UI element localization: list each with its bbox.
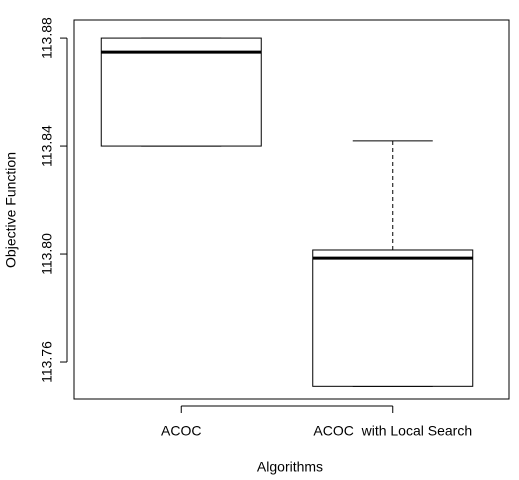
y-tick-label: 113.80 — [39, 233, 55, 275]
y-tick-label: 113.88 — [39, 17, 55, 59]
x-tick-label: ACOC with Local Search — [313, 423, 472, 439]
y-axis-label: Objective Function — [3, 152, 19, 268]
plot-frame — [73, 19, 510, 400]
x-tick-label: ACOC — [161, 423, 201, 439]
y-tick-label: 113.84 — [39, 125, 55, 167]
box — [312, 249, 474, 387]
box — [100, 37, 262, 147]
y-tick-label: 113.76 — [39, 341, 55, 383]
x-axis-label: Algorithms — [257, 459, 323, 475]
